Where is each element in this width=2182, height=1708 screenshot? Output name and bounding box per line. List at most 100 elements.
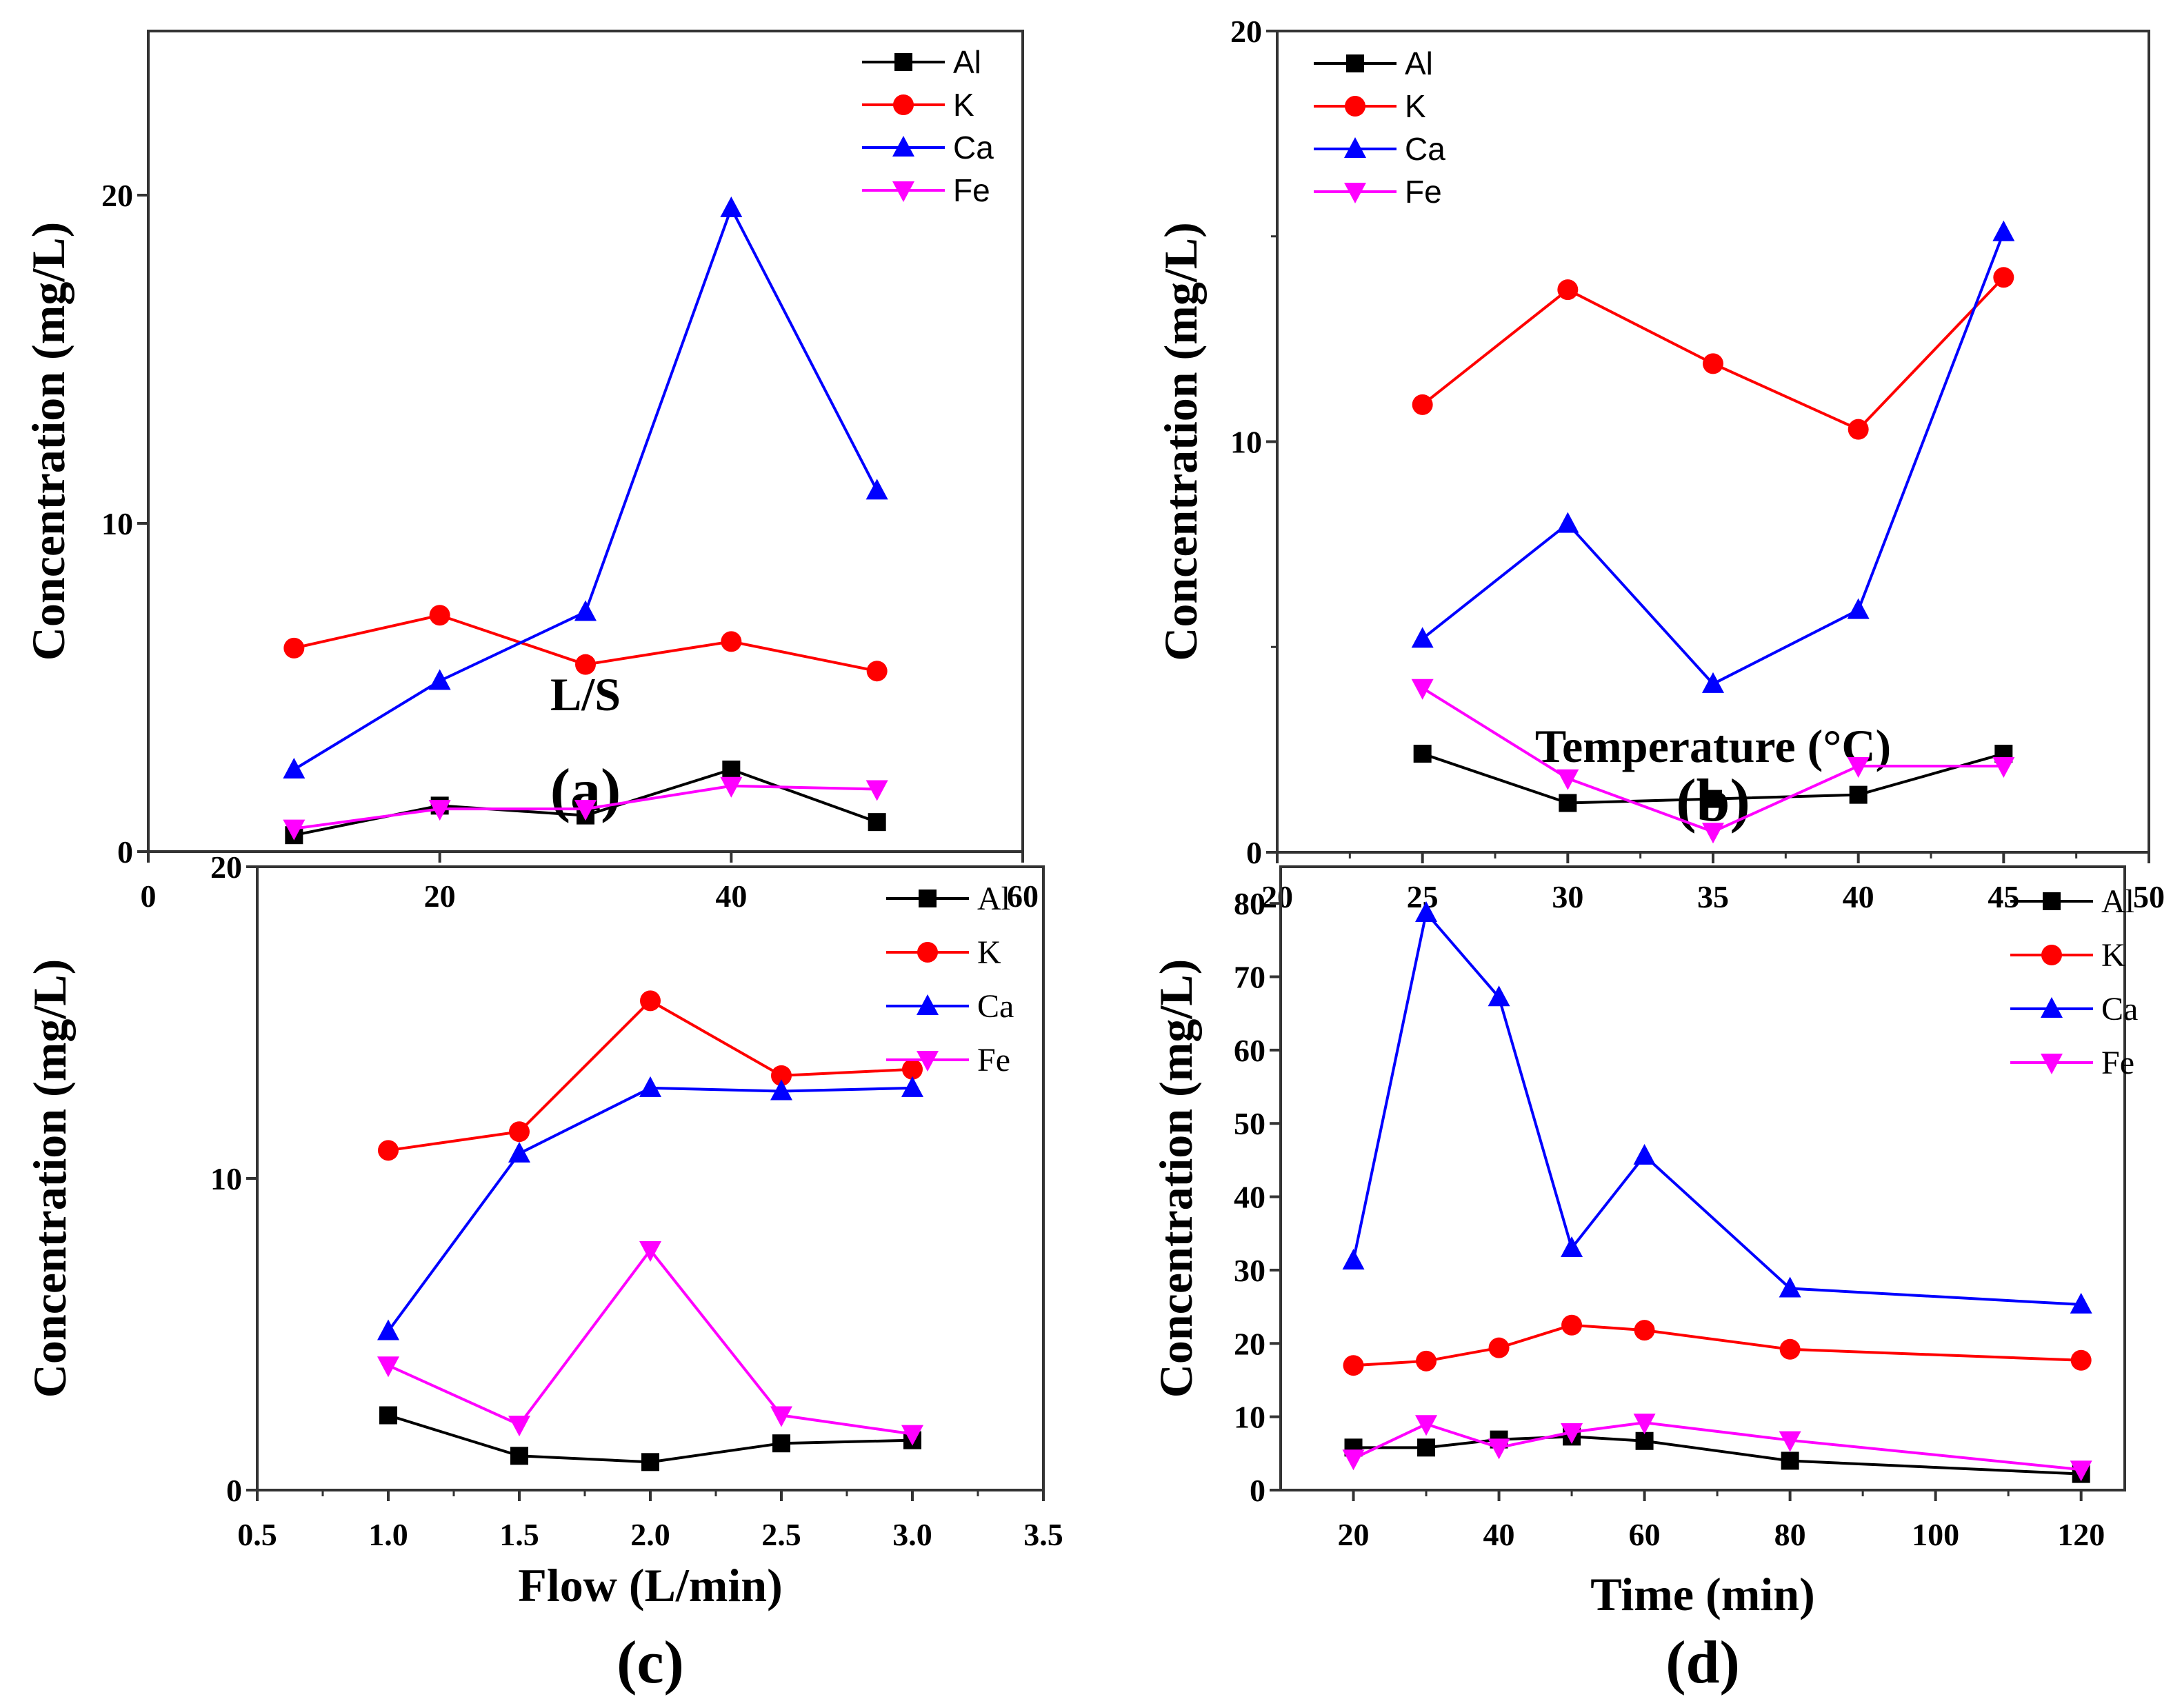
data-point-Ca: [1557, 512, 1579, 533]
legend-entry-Al: Al: [886, 881, 1010, 917]
series-Fe: [1342, 1414, 2092, 1482]
x-axis-label: Temperature (°C): [1535, 720, 1891, 772]
data-point-Fe: [1561, 1423, 1583, 1444]
data-point-Fe: [1342, 1449, 1365, 1471]
data-point-K: [866, 661, 888, 682]
data-point-K: [575, 654, 596, 675]
x-tick-label: 45: [1988, 879, 2019, 914]
legend-marker-Ca: [2041, 997, 2063, 1018]
data-point-Ca: [770, 1079, 792, 1101]
y-tick-label: 0: [1250, 1473, 1265, 1508]
series-K: [1412, 267, 2014, 440]
data-point-Fe: [901, 1425, 923, 1446]
x-tick-label: 35: [1697, 879, 1729, 914]
legend-entry-Ca: Ca: [886, 988, 1014, 1025]
data-point-Fe: [1702, 823, 1724, 844]
legend-entry-Al: Al: [2010, 883, 2134, 920]
legend-marker-Al: [1346, 54, 1364, 72]
data-point-Ca: [1415, 901, 1438, 923]
series-line-Fe: [388, 1247, 913, 1436]
data-point-Ca: [1342, 1249, 1365, 1270]
legend-entry-Fe: Fe: [1314, 174, 1442, 210]
data-point-Ca: [1992, 220, 2015, 241]
data-point-Fe: [639, 1240, 661, 1262]
x-axis-label: L/S: [550, 668, 621, 721]
legend-entry-Fe: Fe: [2010, 1045, 2134, 1081]
x-tick-label: 20: [424, 878, 456, 914]
data-point-Al: [1413, 745, 1432, 763]
panel-label: (c): [617, 1629, 684, 1696]
legend-marker-Fe: [917, 1051, 939, 1072]
data-point-K: [1488, 1337, 1510, 1358]
data-point-K: [1848, 419, 1869, 440]
y-tick-label: 0: [117, 834, 133, 870]
legend-marker-Ca: [892, 136, 914, 157]
y-tick-label: 70: [1234, 960, 1265, 995]
series-line-K: [388, 998, 913, 1152]
data-point-Ca: [1561, 1236, 1583, 1258]
series-line-Ca: [387, 1086, 913, 1332]
y-axis-label: Concentration (mg/L): [23, 959, 76, 1398]
legend-entry-K: K: [862, 87, 974, 123]
data-point-Ca: [720, 197, 743, 218]
data-point-K: [2070, 1349, 2092, 1371]
data-point-Fe: [428, 800, 451, 821]
x-tick-label: 50: [2133, 879, 2165, 914]
series-line-Fe: [1352, 1421, 2081, 1471]
data-point-Fe: [1488, 1438, 1510, 1460]
data-point-Fe: [574, 800, 597, 821]
data-point-Ca: [428, 669, 451, 690]
series-Ca: [283, 197, 888, 778]
data-point-K: [721, 631, 742, 652]
panel-d: 20 40 60 80 100 120 0 10 20 30 40 50 60 70 80 Time (min…: [1150, 865, 2138, 1696]
data-point-Ca: [2070, 1292, 2092, 1314]
data-point-Al: [1635, 1431, 1654, 1450]
x-tick-label: 100: [1912, 1517, 1959, 1552]
data-point-Fe: [508, 1416, 530, 1437]
series-line-Ca: [1352, 910, 2081, 1306]
y-tick-label: 50: [1234, 1106, 1265, 1141]
data-point-K: [429, 605, 450, 626]
series-line-K: [1353, 1323, 2081, 1367]
legend-label: K: [1405, 88, 1426, 124]
x-tick-label: 2.5: [761, 1517, 801, 1552]
legend-entry-Fe: Fe: [886, 1042, 1010, 1078]
legend-marker-K: [2041, 945, 2062, 965]
legend-label: Fe: [1405, 174, 1442, 210]
data-point-K: [1412, 394, 1433, 415]
x-axis-label: Time (min): [1590, 1568, 1815, 1620]
series-line-Ca: [1421, 232, 2005, 686]
y-tick-label: 0: [1246, 835, 1262, 870]
legend-entry-Al: Al: [862, 44, 981, 80]
legend-label: Ca: [2101, 991, 2138, 1027]
data-point-Fe: [1847, 756, 1870, 778]
series-Fe: [1411, 679, 2015, 844]
x-axis-label: Flow (L/min): [518, 1559, 782, 1611]
legend-marker-K: [1345, 96, 1365, 117]
y-tick-label: 20: [1234, 1326, 1265, 1361]
data-point-Al: [772, 1434, 790, 1453]
y-tick-label: 10: [1230, 425, 1262, 460]
data-point-K: [771, 1065, 792, 1086]
data-point-Fe: [377, 1356, 399, 1378]
legend-label: Al: [1405, 46, 1433, 81]
series-Fe: [283, 776, 888, 841]
data-point-Fe: [1779, 1431, 1801, 1452]
x-tick-label: 60: [1007, 878, 1039, 914]
data-point-Ca: [508, 1141, 530, 1163]
data-point-K: [1557, 279, 1579, 301]
data-point-Fe: [1992, 756, 2015, 778]
x-tick-label: 3.0: [892, 1517, 932, 1552]
legend-marker-Al: [919, 890, 937, 907]
legend-marker-Al: [2043, 892, 2061, 910]
data-point-Ca: [574, 600, 597, 621]
y-tick-label: 60: [1234, 1033, 1265, 1068]
data-point-Al: [1704, 790, 1722, 808]
data-point-K: [1779, 1338, 1801, 1360]
legend-marker-Fe: [2041, 1054, 2063, 1074]
series-Ca: [1411, 220, 2015, 693]
x-tick-label: 1.5: [499, 1517, 539, 1552]
legend-label: Ca: [977, 988, 1014, 1025]
x-tick-label: 0.5: [237, 1517, 277, 1552]
